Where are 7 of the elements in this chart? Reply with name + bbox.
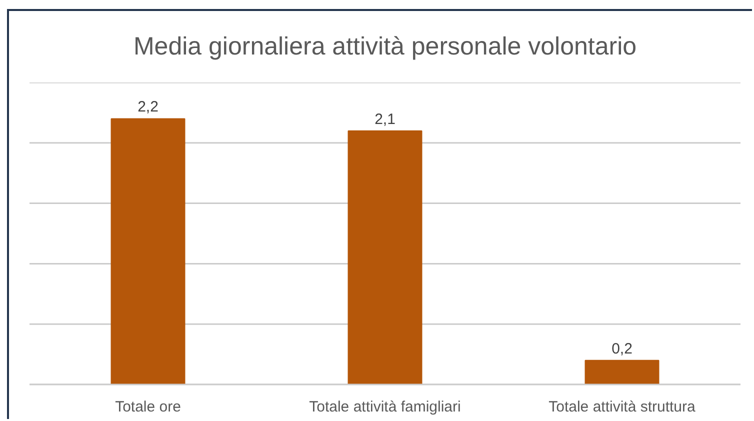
x-tick-label: Totale attività struttura — [548, 398, 696, 416]
chart-title: Media giornaliera attività personale volontario — [133, 32, 637, 60]
data-label: 2,1 — [374, 110, 396, 128]
x-tick-label: Totale attività famigliari — [309, 398, 461, 416]
data-label: 0,2 — [612, 340, 632, 358]
x-tick-label: Totale ore — [115, 398, 181, 416]
data-label: 2,2 — [138, 98, 158, 116]
